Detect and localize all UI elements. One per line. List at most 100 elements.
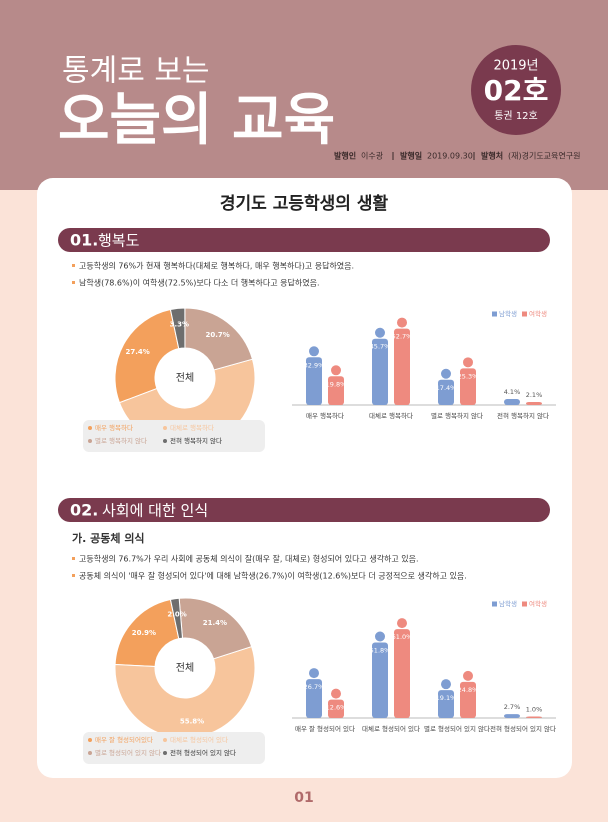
value-label: 26.7%: [304, 683, 325, 691]
value-label: 61.0%: [392, 633, 413, 641]
publisher-line: 발행인 이수광 발행일 2019.09.30 발행처 (재)경기도교육연구원: [334, 151, 580, 161]
section-number: 02.: [70, 501, 98, 520]
legend-swatch: [492, 601, 497, 607]
value-label: 17.4%: [436, 384, 457, 392]
legend-swatch: [88, 751, 92, 755]
bar-head: [309, 346, 319, 357]
legend-box: [83, 732, 265, 764]
legend-swatch: [88, 426, 92, 430]
legend-label: 전혀 행복하지 않다: [170, 436, 222, 445]
bar-head: [463, 357, 473, 368]
legend-swatch: [163, 439, 167, 443]
value-label: 25.3%: [458, 372, 479, 380]
bullet: 공동체 의식이 '매우 잘 형성되어 있다'에 대해 남학생(26.7%)이 여…: [79, 571, 467, 581]
bar: [438, 379, 454, 405]
value-label: 52.7%: [392, 333, 413, 341]
bullet: 남학생(78.6%)이 여학생(72.5%)보다 다소 더 행복하다고 응답하였…: [79, 278, 320, 288]
bar: [504, 714, 520, 718]
legend-label: 대체로 형성되어 있다: [170, 735, 228, 744]
legend-label: 전혀 형성되어 있지 않다: [170, 748, 236, 757]
publisher-label: 발행인: [334, 151, 356, 161]
legend-label: 별로 형성되어 있지 않다: [95, 748, 161, 757]
legend-swatch: [163, 426, 167, 430]
bar: [394, 328, 410, 405]
x-tick-label: 매우 잘 형성되어 있다: [295, 724, 355, 733]
bar: [504, 399, 520, 405]
value-label: 2.7%: [504, 703, 521, 711]
legend-label: 남학생: [499, 599, 517, 608]
bar: [372, 338, 388, 405]
legend-box: [83, 420, 265, 452]
issue-number: 02호: [484, 74, 549, 107]
org: (재)경기도교육연구원: [508, 151, 580, 161]
slice-label: 27.4%: [125, 348, 149, 356]
bar: [306, 679, 322, 718]
x-tick-label: 대체로 형성되어 있다: [362, 724, 420, 733]
bar-head: [463, 670, 473, 681]
page-number: 01: [294, 790, 313, 806]
bar-head: [397, 317, 407, 328]
issue-total: 통권 12호: [494, 110, 538, 122]
page-title: 경기도 고등학생의 생활: [220, 193, 389, 214]
bar: [438, 690, 454, 718]
slice-label: 20.9%: [132, 629, 156, 637]
bullet-marker: [72, 264, 75, 267]
legend-swatch: [492, 311, 497, 317]
legend-label: 여학생: [529, 599, 547, 608]
slice-label: 55.8%: [180, 718, 204, 726]
value-label: 24.8%: [458, 686, 479, 694]
bar-head: [331, 688, 341, 699]
slice-label: 20.7%: [205, 331, 229, 339]
bar: [460, 368, 476, 405]
bullet-marker: [72, 281, 75, 284]
bar: [328, 699, 344, 718]
bullet: 고등학생의 76.7%가 우리 사회에 공동체 의식이 잘(매우 잘, 대체로)…: [79, 554, 419, 564]
slice-label: 21.4%: [203, 619, 227, 627]
date: 2019.09.30: [427, 152, 473, 161]
bullet-marker: [72, 574, 75, 577]
subsection-title: 가. 공동체 의식: [72, 531, 145, 545]
bullet-marker: [72, 557, 75, 560]
bar-head: [375, 327, 385, 338]
value-label: 32.9%: [304, 361, 325, 369]
section-header: [58, 498, 550, 522]
bar: [526, 716, 542, 718]
legend-label: 대체로 행복하다: [170, 423, 214, 432]
value-label: 4.1%: [504, 388, 521, 396]
header-kicker: 통계로 보는: [62, 54, 210, 89]
publisher: 이수광: [361, 151, 384, 161]
pie-hole: [155, 638, 215, 698]
section-number: 01.: [70, 231, 98, 250]
legend-swatch: [163, 738, 167, 742]
header-title: 오늘의 교육: [58, 88, 335, 153]
slice-label: 3.3%: [170, 320, 189, 328]
slice-label: 2.0%: [167, 611, 186, 619]
issue-badge: [471, 45, 561, 135]
bar: [394, 629, 410, 718]
legend-swatch: [163, 751, 167, 755]
bar: [372, 642, 388, 718]
bar-head: [309, 668, 319, 679]
legend-label: 별로 행복하지 않다: [95, 436, 147, 445]
bar-head: [441, 679, 451, 690]
legend-label: 매우 잘 형성되어있다: [95, 735, 153, 744]
value-label: 19.8%: [326, 380, 347, 388]
bar-head: [441, 368, 451, 379]
legend-label: 남학생: [499, 309, 517, 318]
value-label: 1.0%: [526, 706, 543, 714]
bar-head: [397, 618, 407, 629]
x-tick-label: 전혀 행복하지 않다: [497, 411, 549, 420]
bar-head: [375, 631, 385, 642]
legend-swatch: [522, 311, 527, 317]
section-title: 행복도: [98, 232, 140, 250]
legend-swatch: [522, 601, 527, 607]
x-tick-label: 매우 행복하다: [306, 411, 344, 420]
date-label: 발행일: [400, 151, 422, 161]
pie-hole: [155, 348, 215, 408]
section-title: 사회에 대한 인식: [102, 502, 208, 520]
pie-center-label: 전체: [176, 662, 194, 674]
bar: [306, 357, 322, 405]
legend-label: 매우 행복하다: [95, 423, 133, 432]
legend-label: 여학생: [529, 309, 547, 318]
